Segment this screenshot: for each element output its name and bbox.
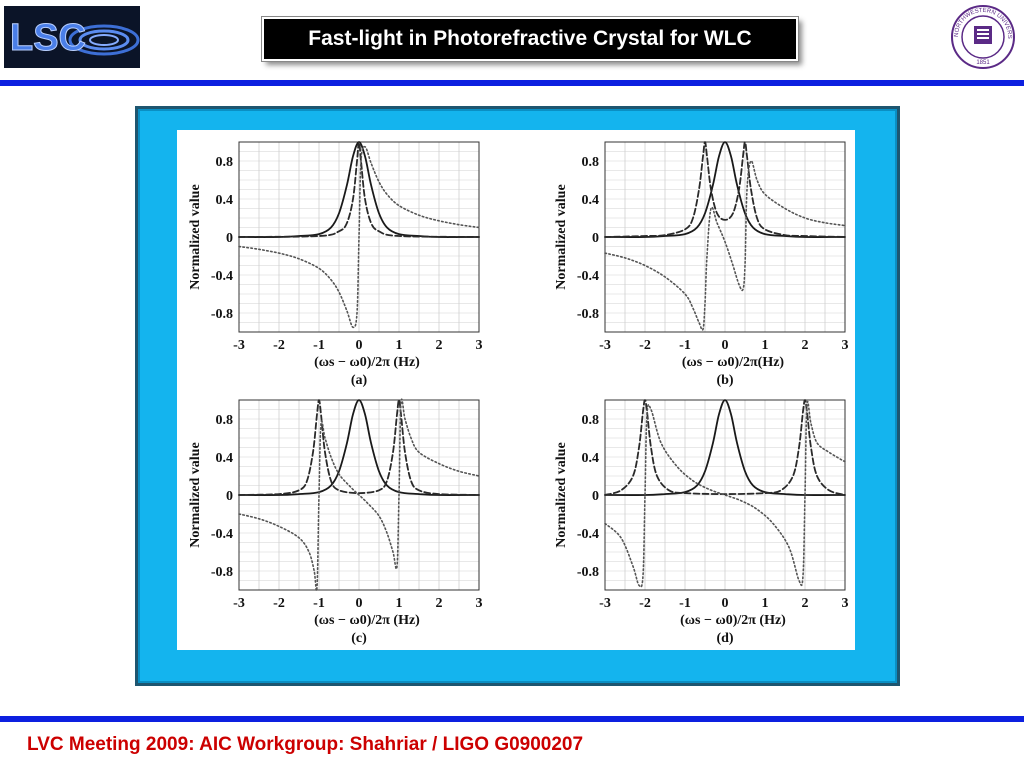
x-tick-label: -1 — [679, 338, 691, 353]
panel-label: (d) — [716, 631, 733, 646]
series-line-dashed — [238, 141, 480, 238]
seal-graphic: NORTHWESTERN UNIVERSITY 1851 — [948, 0, 1015, 69]
x-tick-label: -2 — [639, 338, 651, 353]
seal-year: 1851 — [976, 60, 990, 66]
x-tick-label: 0 — [722, 596, 729, 611]
y-tick-label: -0.8 — [577, 307, 599, 322]
x-tick-label: 3 — [476, 338, 483, 353]
x-tick-label: 2 — [436, 338, 443, 353]
y-tick-label: 0.8 — [582, 413, 600, 428]
series-line-dashed — [238, 399, 480, 496]
series-line-dashed — [604, 399, 846, 496]
x-tick-label: 1 — [762, 596, 769, 611]
x-tick-label: 0 — [722, 338, 729, 353]
y-tick-label: -0.8 — [577, 565, 599, 580]
y-tick-label: 0.4 — [582, 451, 600, 466]
x-tick-label: 0 — [356, 596, 363, 611]
figure-svg: 0.8 0.4 0 -0.4 -0.8 -3 -2 -1 0 1 2 3 Normalized valu… — [188, 141, 849, 646]
lsc-logo: LSC — [4, 6, 140, 68]
series-line-dotted — [604, 160, 846, 331]
x-axis-label: (ωs − ω0)/2π (Hz) — [314, 355, 420, 370]
y-tick-label: 0 — [592, 231, 599, 246]
series-line-dotted — [238, 398, 480, 592]
x-tick-label: -3 — [233, 338, 245, 353]
bottom-rule — [0, 716, 1024, 722]
y-tick-label: -0.4 — [211, 269, 233, 284]
series-line-dotted — [238, 145, 480, 329]
x-tick-label: -1 — [679, 596, 691, 611]
y-axis-label: Normalized value — [554, 442, 569, 547]
x-tick-label: 3 — [842, 596, 849, 611]
y-tick-label: -0.8 — [211, 307, 233, 322]
y-tick-label: -0.4 — [211, 527, 233, 542]
y-tick-label: -0.8 — [211, 565, 233, 580]
slide-title-text: Fast-light in Photorefractive Crystal fo… — [308, 27, 752, 50]
y-tick-label: 0 — [226, 231, 233, 246]
northwestern-seal-logo: NORTHWESTERN UNIVERSITY 1851 — [948, 0, 1016, 70]
x-tick-label: 2 — [802, 338, 809, 353]
y-tick-label: 0.4 — [216, 451, 234, 466]
x-tick-label: -3 — [599, 596, 611, 611]
figure-panel: 0.8 0.4 0 -0.4 -0.8 -3 -2 -1 0 1 2 3 Normalized valu… — [177, 130, 855, 650]
x-tick-label: 1 — [396, 596, 403, 611]
series-line-dotted — [604, 401, 846, 588]
y-tick-label: 0 — [592, 489, 599, 504]
x-tick-label: -2 — [639, 596, 651, 611]
top-rule — [0, 80, 1024, 86]
y-tick-label: 0.4 — [582, 193, 600, 208]
series-line-solid — [238, 399, 480, 496]
x-tick-label: 1 — [396, 338, 403, 353]
x-tick-label: -2 — [273, 596, 285, 611]
panel-label: (a) — [351, 373, 368, 388]
y-tick-label: 0.8 — [216, 413, 234, 428]
x-axis-label: (ωs − ω0)/2π (Hz) — [314, 613, 420, 628]
x-tick-label: 2 — [802, 596, 809, 611]
x-tick-label: 1 — [762, 338, 769, 353]
x-axis-label: (ωs − ω0)/2π(Hz) — [682, 355, 785, 370]
y-tick-label: -0.4 — [577, 527, 599, 542]
footer-text: LVC Meeting 2009: AIC Workgroup: Shahria… — [27, 734, 584, 755]
x-tick-label: -3 — [233, 596, 245, 611]
x-tick-label: 0 — [356, 338, 363, 353]
y-tick-label: 0.8 — [582, 155, 600, 170]
series-line-solid — [604, 141, 846, 238]
panel-label: (c) — [351, 631, 367, 646]
series-line-dashed — [604, 141, 846, 238]
y-tick-label: 0 — [226, 489, 233, 504]
x-tick-label: 3 — [842, 338, 849, 353]
y-tick-label: 0.4 — [216, 193, 234, 208]
y-tick-label: -0.4 — [577, 269, 599, 284]
y-axis-label: Normalized value — [554, 184, 569, 289]
x-tick-label: -1 — [313, 596, 325, 611]
x-tick-label: -3 — [599, 338, 611, 353]
lsc-logo-text: LSC — [10, 17, 86, 59]
y-axis-label: Normalized value — [188, 184, 203, 289]
y-axis-label: Normalized value — [188, 442, 203, 547]
x-axis-label: (ωs − ω0)/2π (Hz) — [680, 613, 786, 628]
x-tick-label: 2 — [436, 596, 443, 611]
slide-title: Fast-light in Photorefractive Crystal fo… — [261, 16, 799, 62]
y-tick-label: 0.8 — [216, 155, 234, 170]
lsc-logo-graphic: LSC — [4, 6, 140, 68]
x-tick-label: 3 — [476, 596, 483, 611]
x-tick-label: -1 — [313, 338, 325, 353]
panel-label: (b) — [716, 373, 733, 388]
x-tick-label: -2 — [273, 338, 285, 353]
